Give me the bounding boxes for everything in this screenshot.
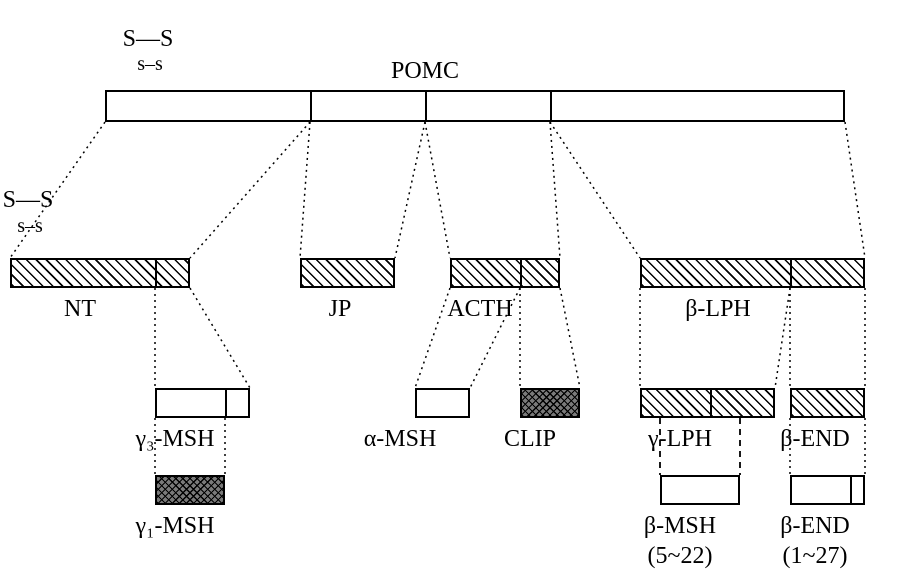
acth-segment (450, 258, 560, 288)
beta-end-1-27-label: β-END (735, 513, 895, 540)
jp-segment (300, 258, 395, 288)
clip-segment (520, 388, 580, 418)
diagram-stage: POMC NT JP ACTH β-LPH γ₃-MSH α-MSH CLIP … (0, 0, 900, 584)
jp-label: JP (260, 296, 420, 323)
disulfide-upper-small-label: s–s (70, 53, 230, 76)
beta-lph-label: β-LPH (638, 296, 798, 323)
gamma-lph-segment (640, 388, 775, 418)
gamma3-msh-segment (155, 388, 250, 418)
gamma1-msh-segment (155, 475, 225, 505)
beta-msh-segment (660, 475, 740, 505)
alpha-msh-segment (415, 388, 470, 418)
beta-lph-segment (640, 258, 865, 288)
beta-end-1-27-segment (790, 475, 865, 505)
beta-end-label: β-END (735, 426, 895, 453)
connector-lines (0, 0, 900, 584)
beta-end-segment (790, 388, 865, 418)
nt-segment (10, 258, 190, 288)
disulfide-lower-big-label: S—S (0, 187, 108, 214)
clip-label: CLIP (450, 426, 610, 453)
beta-end-range-label: (1~27) (735, 543, 895, 570)
acth-label: ACTH (400, 296, 560, 323)
gamma1-msh-label: γ₁-MSH (95, 513, 255, 540)
disulfide-upper-big-label: S—S (68, 26, 228, 53)
pomc-bar (105, 90, 845, 122)
pomc-label: POMC (345, 58, 505, 85)
nt-label: NT (0, 296, 160, 323)
disulfide-lower-small-label: s–s (0, 215, 110, 238)
gamma3-msh-label: γ₃-MSH (95, 426, 255, 453)
